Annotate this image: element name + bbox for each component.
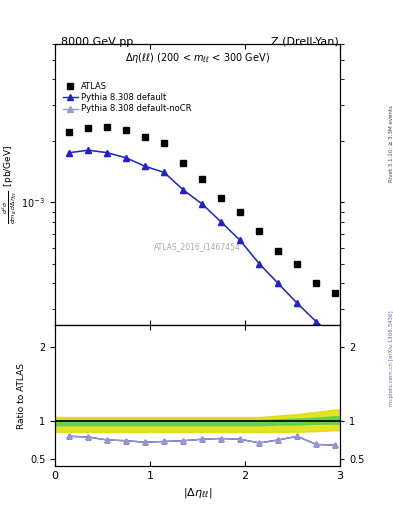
Pythia 8.308 default — [314, 318, 319, 325]
Pythia 8.308 default-noCR — [333, 333, 338, 339]
Pythia 8.308 default — [219, 219, 224, 225]
Text: Z (Drell-Yan): Z (Drell-Yan) — [271, 37, 339, 47]
Pythia 8.308 default — [67, 150, 72, 156]
Pythia 8.308 default — [143, 163, 148, 169]
Pythia 8.308 default-noCR — [314, 318, 319, 325]
Pythia 8.308 default-noCR — [276, 281, 281, 287]
ATLAS — [67, 130, 72, 136]
ATLAS — [276, 247, 281, 253]
ATLAS — [181, 160, 185, 166]
Y-axis label: $\frac{d^2\sigma}{dm_{\ell\ell}\,d\Delta\eta_{\ell\ell}}$  [pb/GeV]: $\frac{d^2\sigma}{dm_{\ell\ell}\,d\Delta… — [0, 145, 18, 224]
Pythia 8.308 default-noCR — [238, 238, 242, 244]
Pythia 8.308 default-noCR — [67, 150, 72, 156]
Pythia 8.308 default — [105, 150, 110, 156]
Pythia 8.308 default — [295, 300, 299, 306]
ATLAS — [333, 290, 338, 296]
Pythia 8.308 default — [86, 147, 91, 153]
Pythia 8.308 default-noCR — [86, 147, 91, 153]
ATLAS — [295, 261, 299, 267]
Legend: ATLAS, Pythia 8.308 default, Pythia 8.308 default-noCR: ATLAS, Pythia 8.308 default, Pythia 8.30… — [62, 81, 193, 114]
ATLAS — [257, 228, 262, 234]
ATLAS — [162, 140, 167, 146]
ATLAS — [219, 195, 224, 201]
ATLAS — [143, 134, 148, 140]
Text: ATLAS_2016_I1467454: ATLAS_2016_I1467454 — [154, 242, 241, 251]
X-axis label: $|\Delta\eta_{\ell\ell}|$: $|\Delta\eta_{\ell\ell}|$ — [183, 486, 212, 500]
ATLAS — [86, 125, 91, 132]
Pythia 8.308 default — [276, 281, 281, 287]
Pythia 8.308 default — [200, 201, 205, 207]
Pythia 8.308 default-noCR — [124, 155, 129, 161]
Pythia 8.308 default — [238, 238, 242, 244]
Y-axis label: Ratio to ATLAS: Ratio to ATLAS — [17, 362, 26, 429]
Line: Pythia 8.308 default: Pythia 8.308 default — [66, 147, 338, 339]
Pythia 8.308 default-noCR — [105, 150, 110, 156]
Text: mcplots.cern.ch [arXiv:1306.3436]: mcplots.cern.ch [arXiv:1306.3436] — [389, 311, 393, 406]
Pythia 8.308 default-noCR — [162, 169, 167, 176]
Text: Rivet 3.1.10; ≥ 3.3M events: Rivet 3.1.10; ≥ 3.3M events — [389, 105, 393, 182]
Pythia 8.308 default — [333, 333, 338, 339]
Line: Pythia 8.308 default-noCR: Pythia 8.308 default-noCR — [66, 147, 338, 339]
Pythia 8.308 default-noCR — [257, 261, 262, 267]
Text: $\Delta\eta(\ell\ell)$ (200 < $m_{\ell\ell}$ < 300 GeV): $\Delta\eta(\ell\ell)$ (200 < $m_{\ell\e… — [125, 51, 270, 65]
Pythia 8.308 default-noCR — [200, 201, 205, 207]
Line: ATLAS: ATLAS — [66, 123, 338, 296]
Pythia 8.308 default-noCR — [181, 187, 185, 193]
ATLAS — [124, 127, 129, 134]
Pythia 8.308 default-noCR — [143, 163, 148, 169]
Text: 8000 GeV pp: 8000 GeV pp — [61, 37, 133, 47]
ATLAS — [200, 176, 205, 182]
Pythia 8.308 default — [162, 169, 167, 176]
Pythia 8.308 default-noCR — [295, 300, 299, 306]
Pythia 8.308 default — [124, 155, 129, 161]
Pythia 8.308 default-noCR — [219, 219, 224, 225]
Pythia 8.308 default — [181, 187, 185, 193]
ATLAS — [238, 208, 242, 215]
ATLAS — [314, 281, 319, 287]
Pythia 8.308 default — [257, 261, 262, 267]
ATLAS — [105, 123, 110, 130]
